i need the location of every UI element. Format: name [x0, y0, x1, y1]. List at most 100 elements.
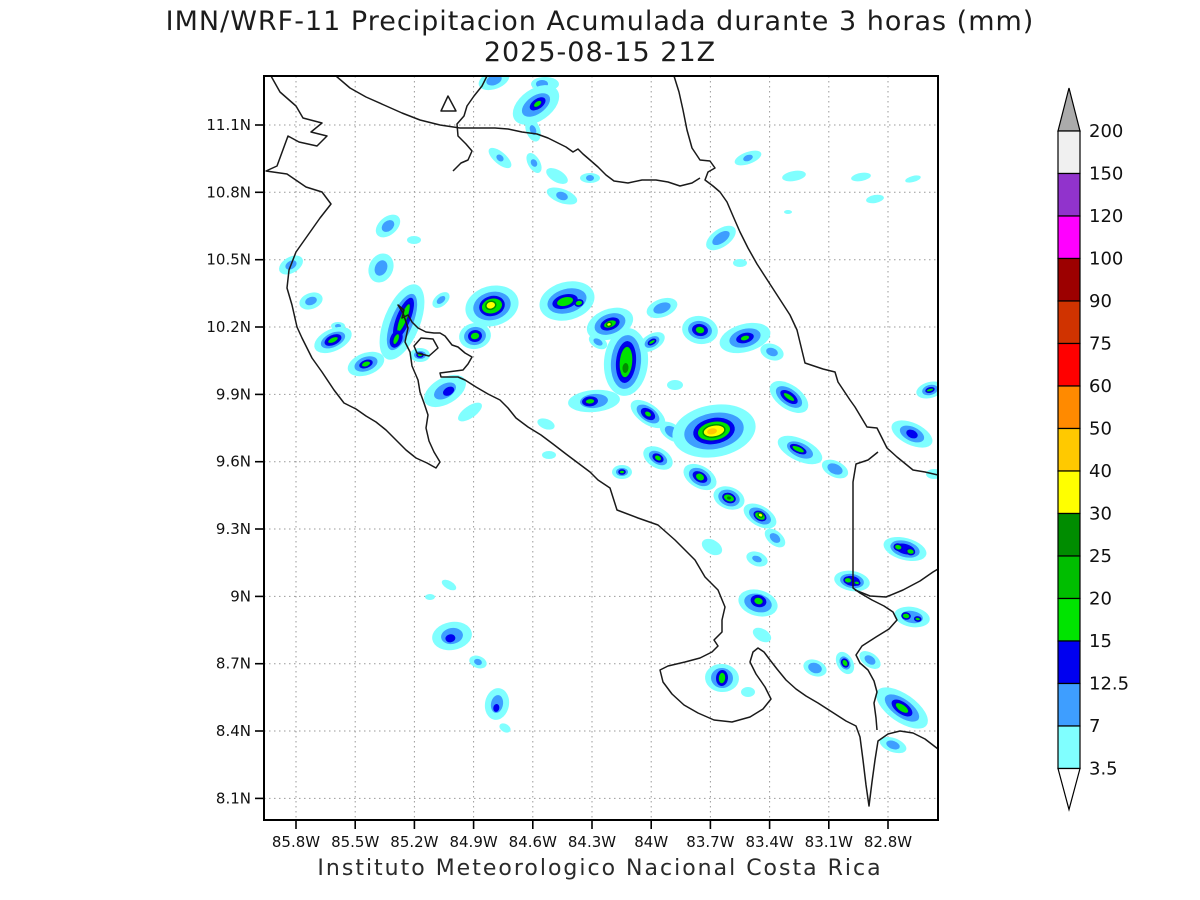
precip-contour-g	[840, 658, 850, 668]
precip-contour-g	[469, 331, 481, 341]
colorbar-label: 100	[1089, 249, 1123, 270]
precip-cell	[752, 627, 772, 643]
lat-tick-label: 8.7N	[216, 655, 251, 673]
precip-cell	[612, 465, 632, 479]
precip-cell	[580, 173, 600, 183]
precip-contour-c	[542, 451, 556, 459]
lon-tick-label: 85.5W	[331, 833, 379, 851]
precip-cell	[546, 187, 578, 205]
colorbar-cell	[1057, 725, 1081, 770]
precip-contour-c	[866, 194, 884, 204]
precip-contour-g	[752, 596, 765, 606]
precip-contour-b	[712, 230, 730, 246]
colorbar-arrow-bottom	[1057, 767, 1081, 812]
colorbar-label: 40	[1089, 461, 1112, 482]
lon-tick-label: 85.2W	[390, 833, 438, 851]
precip-cell	[683, 463, 717, 491]
precip-cell	[760, 343, 784, 361]
precip-contour-dg	[622, 362, 629, 373]
precip-cell	[769, 381, 809, 413]
precip-cell	[672, 404, 756, 458]
colorbar-cell	[1057, 215, 1081, 260]
lon-tick-label: 83.1W	[805, 833, 853, 851]
precip-contour-b	[436, 296, 446, 304]
lat-tick-label: 8.4N	[216, 722, 251, 740]
precip-contour-o	[705, 426, 719, 437]
precip-contour-g	[574, 299, 584, 307]
precip-cell	[347, 351, 385, 377]
page-title: IMN/WRF-11 Precipitacion Acumulada duran…	[165, 6, 1035, 37]
colorbar-cell	[1057, 597, 1081, 642]
precip-cell	[859, 651, 881, 669]
lat-tick-label: 8.1N	[216, 789, 251, 807]
precip-contour-b	[769, 533, 781, 543]
precip-contour-g	[618, 469, 626, 475]
precip-contour-c	[733, 259, 747, 267]
precip-contour-b	[864, 655, 876, 665]
precip-contour-g	[584, 397, 596, 406]
precip-contour-c	[667, 380, 683, 390]
precip-cell	[905, 175, 921, 183]
precip-contour-db	[906, 429, 918, 439]
precip-cell	[894, 606, 930, 628]
precip-contour-c	[407, 236, 421, 244]
precip-contour-db	[493, 703, 500, 712]
precip-contour-g	[790, 444, 806, 454]
precip-cell	[441, 579, 457, 591]
lat-tick-label: 10.5N	[206, 251, 251, 269]
lon-tick-label: 83.7W	[686, 833, 734, 851]
precip-cell	[639, 332, 665, 352]
precip-contour-g	[893, 543, 903, 552]
precip-cell	[764, 528, 786, 548]
precip-cell	[916, 381, 938, 399]
precip-cell	[432, 292, 450, 308]
colorbar-cell	[1057, 130, 1081, 175]
precip-cell	[425, 594, 435, 600]
precip-cell	[568, 389, 620, 413]
precip-cell	[537, 418, 555, 430]
precip-contour-g	[843, 576, 853, 585]
precip-contour-b	[586, 175, 594, 181]
lon-tick-label: 82.8W	[864, 833, 912, 851]
precip-contour-b	[374, 260, 388, 276]
precip-contour-c	[905, 175, 921, 183]
precip-cell	[458, 402, 482, 422]
precip-contour-g	[391, 332, 401, 346]
colorbar-label: 150	[1089, 164, 1123, 185]
precip-cell	[803, 659, 827, 677]
colorbar-cell	[1057, 640, 1081, 685]
lat-tick-label: 10.8N	[206, 183, 251, 201]
lat-tick-label: 9N	[230, 587, 251, 605]
coastline-path	[265, 76, 938, 807]
precip-contour-b	[529, 125, 537, 135]
lon-tick-label: 83.4W	[745, 833, 793, 851]
precip-contour-c	[425, 594, 435, 600]
precip-contour-g	[643, 409, 653, 419]
precip-cell	[499, 723, 511, 733]
precip-contour-b	[653, 302, 671, 314]
lat-tick-label: 9.3N	[216, 520, 251, 538]
precip-cell	[314, 326, 352, 354]
colorbar-label: 90	[1089, 291, 1112, 312]
precip-cell	[705, 663, 739, 693]
precip-cell	[821, 459, 849, 479]
precip-cell	[835, 651, 855, 675]
precip-cell	[469, 655, 487, 669]
precip-cell	[630, 399, 666, 429]
precip-cell	[643, 446, 673, 470]
colorbar-label: 120	[1089, 206, 1123, 227]
precip-cell	[424, 374, 466, 408]
lon-tick-label: 84W	[634, 833, 668, 851]
precip-contour-b	[886, 740, 900, 750]
precip-cell	[488, 147, 512, 169]
institution-label: Instituto Meteorologico Nacional Costa R…	[317, 856, 883, 881]
lon-tick-label: 84.9W	[449, 833, 497, 851]
axis-ticks	[255, 124, 889, 829]
coastline-path	[440, 95, 457, 112]
precip-cell	[777, 435, 823, 465]
precip-cell	[379, 284, 425, 360]
precip-contour-b	[593, 338, 603, 346]
precip-contour-c	[441, 579, 457, 591]
precip-cell	[834, 570, 870, 592]
